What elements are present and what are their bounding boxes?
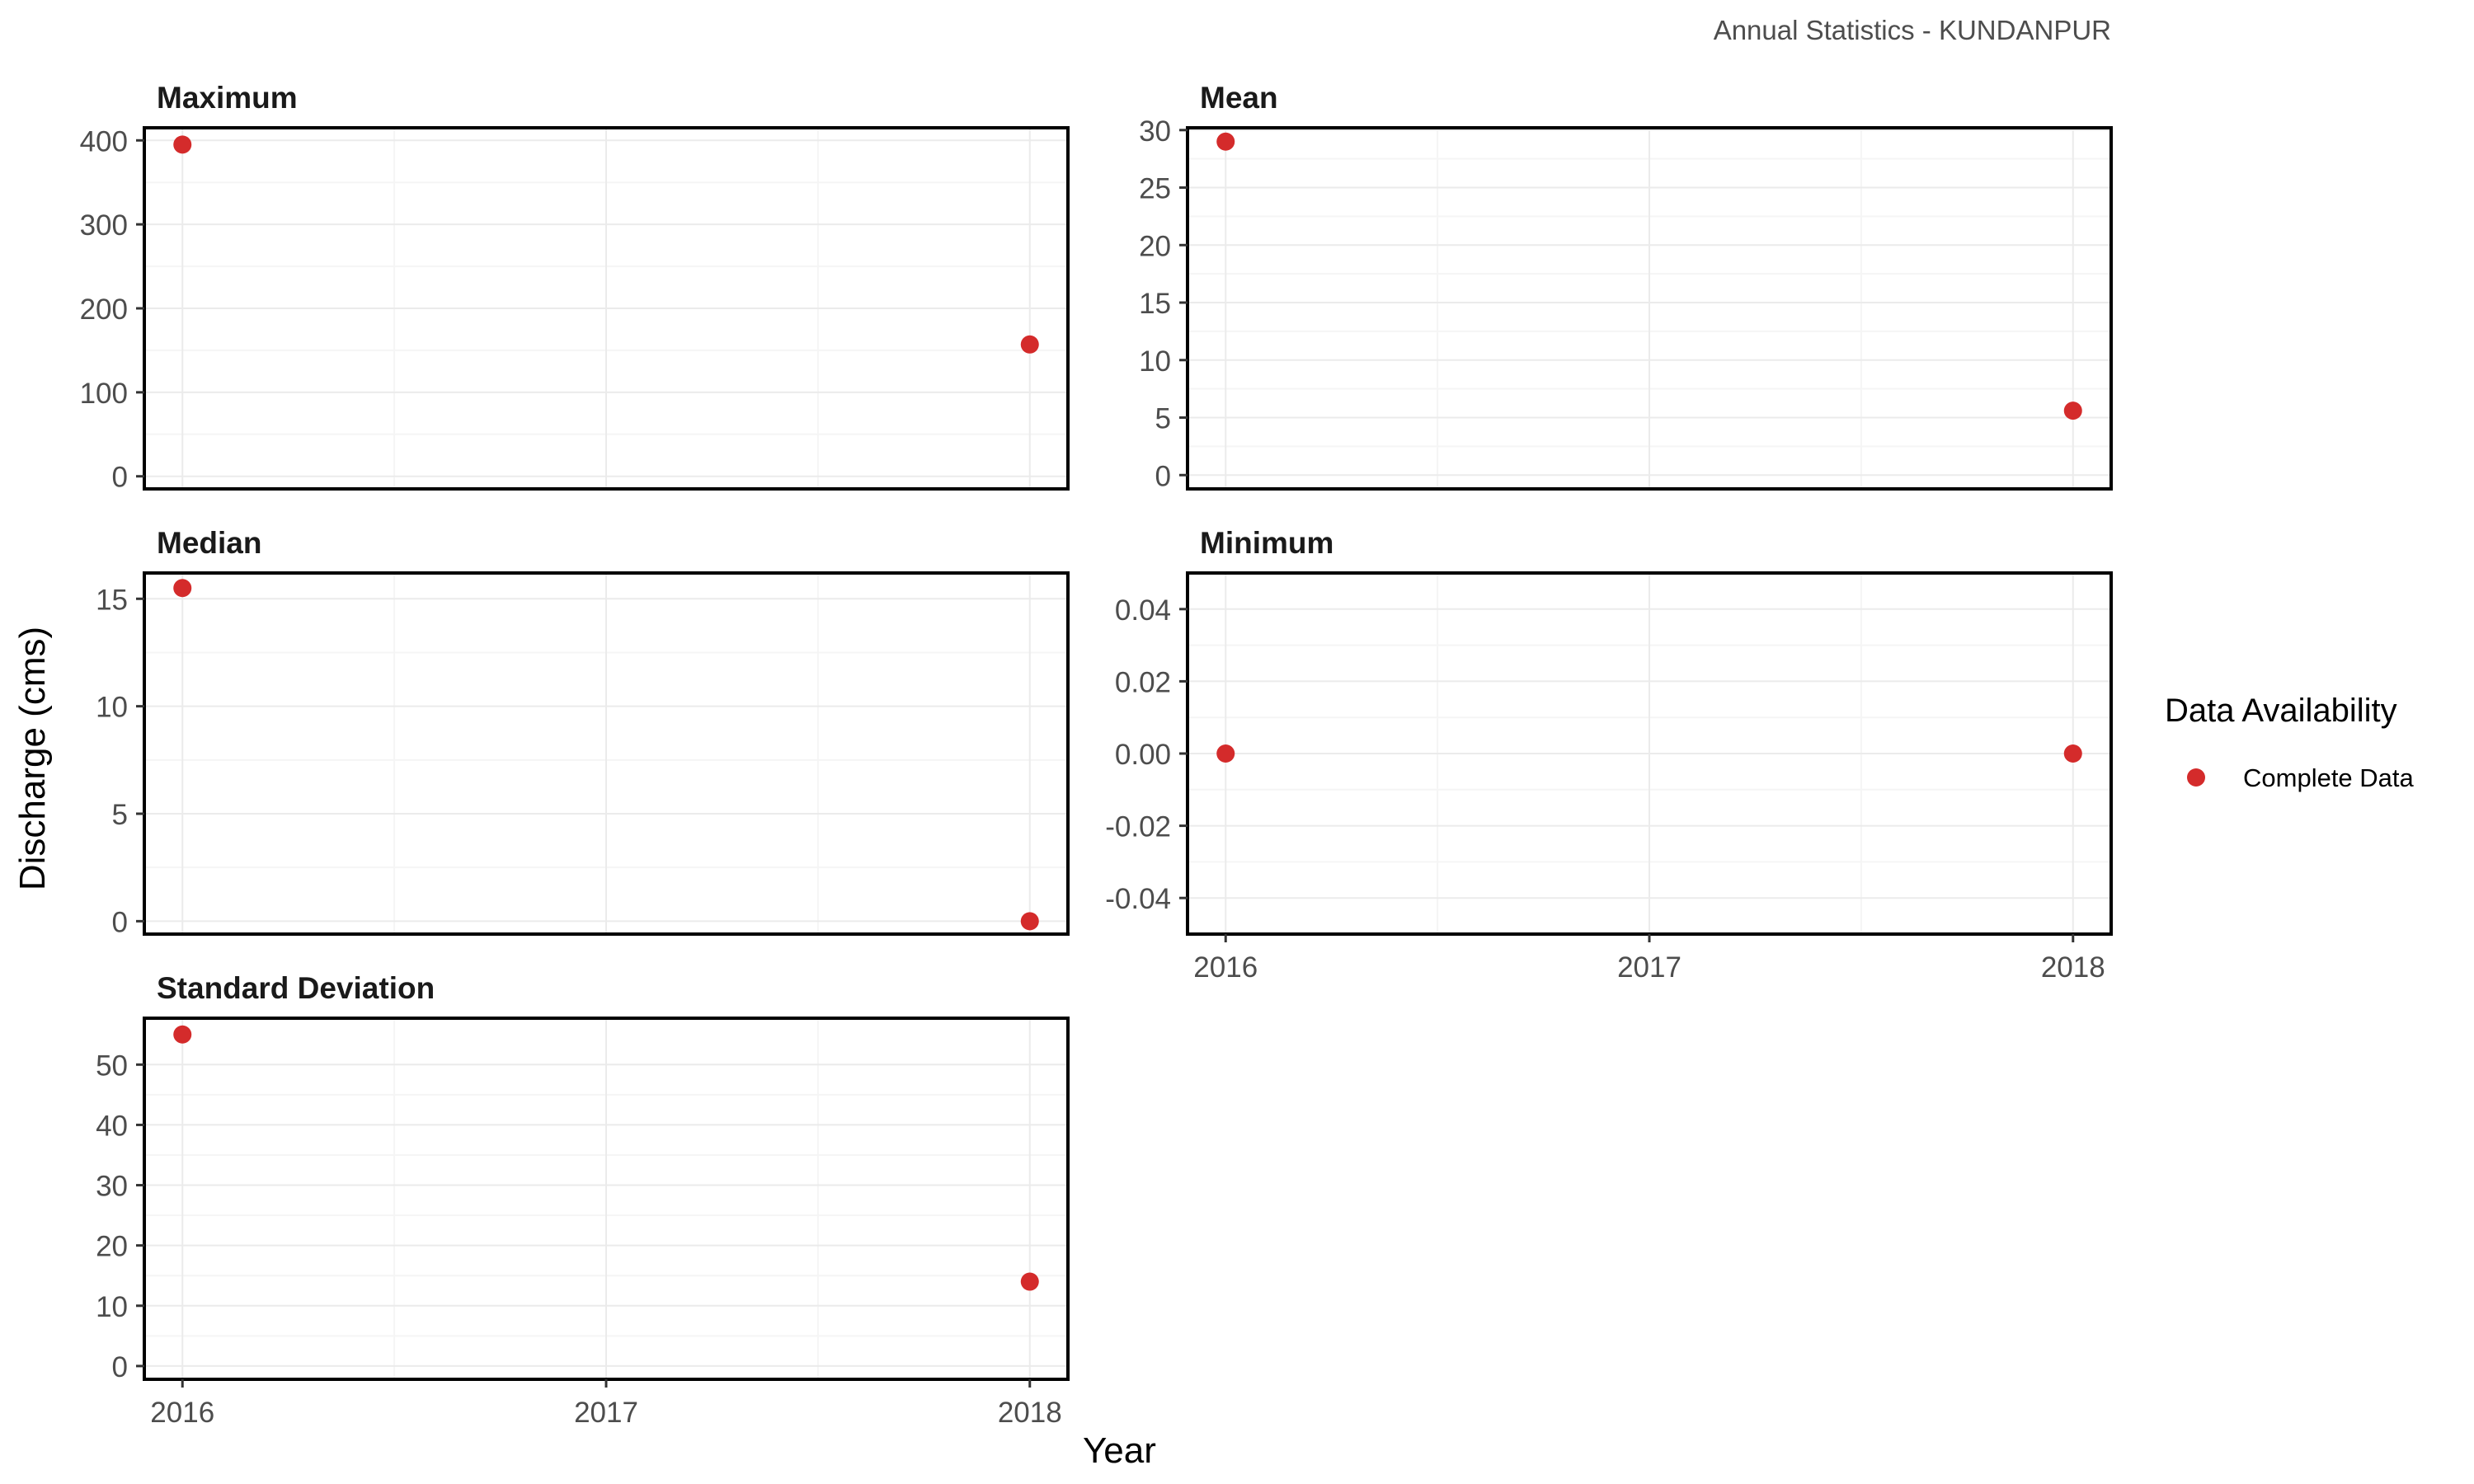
data-point <box>1216 744 1235 763</box>
y-tick-label: 400 <box>80 125 128 157</box>
y-tick-label: 20 <box>96 1231 128 1263</box>
y-tick-label: 5 <box>112 799 128 831</box>
y-tick-label: 20 <box>1139 230 1171 262</box>
y-tick-label: 50 <box>96 1050 128 1082</box>
y-tick-label: 0 <box>112 1351 128 1383</box>
panel-title: Minimum <box>1200 526 1333 560</box>
y-tick-label: 15 <box>1139 288 1171 320</box>
data-point <box>1020 912 1039 931</box>
y-tick-label: -0.02 <box>1105 811 1171 843</box>
panel-border <box>1186 126 2113 491</box>
y-tick-label: 30 <box>96 1171 128 1203</box>
x-tick-label: 2016 <box>150 1397 214 1429</box>
y-tick-label: 0.04 <box>1115 594 1171 627</box>
y-tick-label: -0.04 <box>1105 883 1171 915</box>
y-tick-label: 300 <box>80 209 128 242</box>
data-point <box>1020 1272 1039 1291</box>
y-tick-label: 10 <box>96 1291 128 1323</box>
y-tick-label: 40 <box>96 1110 128 1142</box>
panel-title: Mean <box>1200 81 1278 115</box>
y-axis-label: Discharge (cms) <box>12 626 53 891</box>
legend-title: Data Availability <box>2165 693 2397 729</box>
y-tick-label: 15 <box>96 584 128 616</box>
x-tick-label: 2017 <box>574 1397 638 1429</box>
y-tick-label: 0.00 <box>1115 739 1171 771</box>
data-point <box>173 579 192 598</box>
panel-mean: Mean 0 5 10 15 20 25 30 <box>1139 81 2113 492</box>
chart-caption: Annual Statistics - KUNDANPUR <box>1713 15 2111 45</box>
data-point <box>173 1025 192 1044</box>
y-tick-label: 10 <box>96 692 128 724</box>
panel-title: Median <box>157 526 261 560</box>
y-tick-label: 5 <box>1155 403 1171 435</box>
y-tick-label: 0.02 <box>1115 666 1171 698</box>
panel-standard-deviation: Standard Deviation 0 10 20 30 40 50 2016 2017 201… <box>96 971 1070 1429</box>
panel-title: Maximum <box>157 81 298 115</box>
y-tick-label: 30 <box>1139 115 1171 148</box>
y-tick-label: 25 <box>1139 173 1171 205</box>
legend-label-complete-data: Complete Data <box>2243 763 2414 792</box>
panel-title: Standard Deviation <box>157 971 435 1005</box>
panel-minimum: Minimum -0.04 -0.02 0.00 0.02 0.04 2016 2017 201… <box>1105 526 2113 984</box>
data-point <box>1020 335 1039 354</box>
x-tick-label: 2016 <box>1193 951 1258 984</box>
panel-maximum: Maximum 0 100 200 300 400 <box>80 81 1070 494</box>
y-tick-label: 0 <box>112 906 128 938</box>
x-tick-label: 2018 <box>998 1397 1062 1429</box>
data-point <box>1216 132 1235 151</box>
data-point <box>2063 744 2082 763</box>
x-tick-label: 2018 <box>2041 951 2105 984</box>
y-tick-label: 100 <box>80 378 128 410</box>
panel-median: Median 0 5 10 15 <box>96 526 1070 938</box>
x-axis-label: Year <box>1083 1430 1156 1471</box>
panel-border <box>143 571 1070 936</box>
y-tick-label: 10 <box>1139 345 1171 378</box>
legend-key-complete-data <box>2187 768 2205 787</box>
data-point <box>173 135 192 154</box>
data-point <box>2063 402 2082 420</box>
y-tick-label: 0 <box>1155 460 1171 492</box>
y-tick-label: 200 <box>80 294 128 326</box>
x-tick-label: 2017 <box>1617 951 1681 984</box>
y-tick-label: 0 <box>112 462 128 494</box>
